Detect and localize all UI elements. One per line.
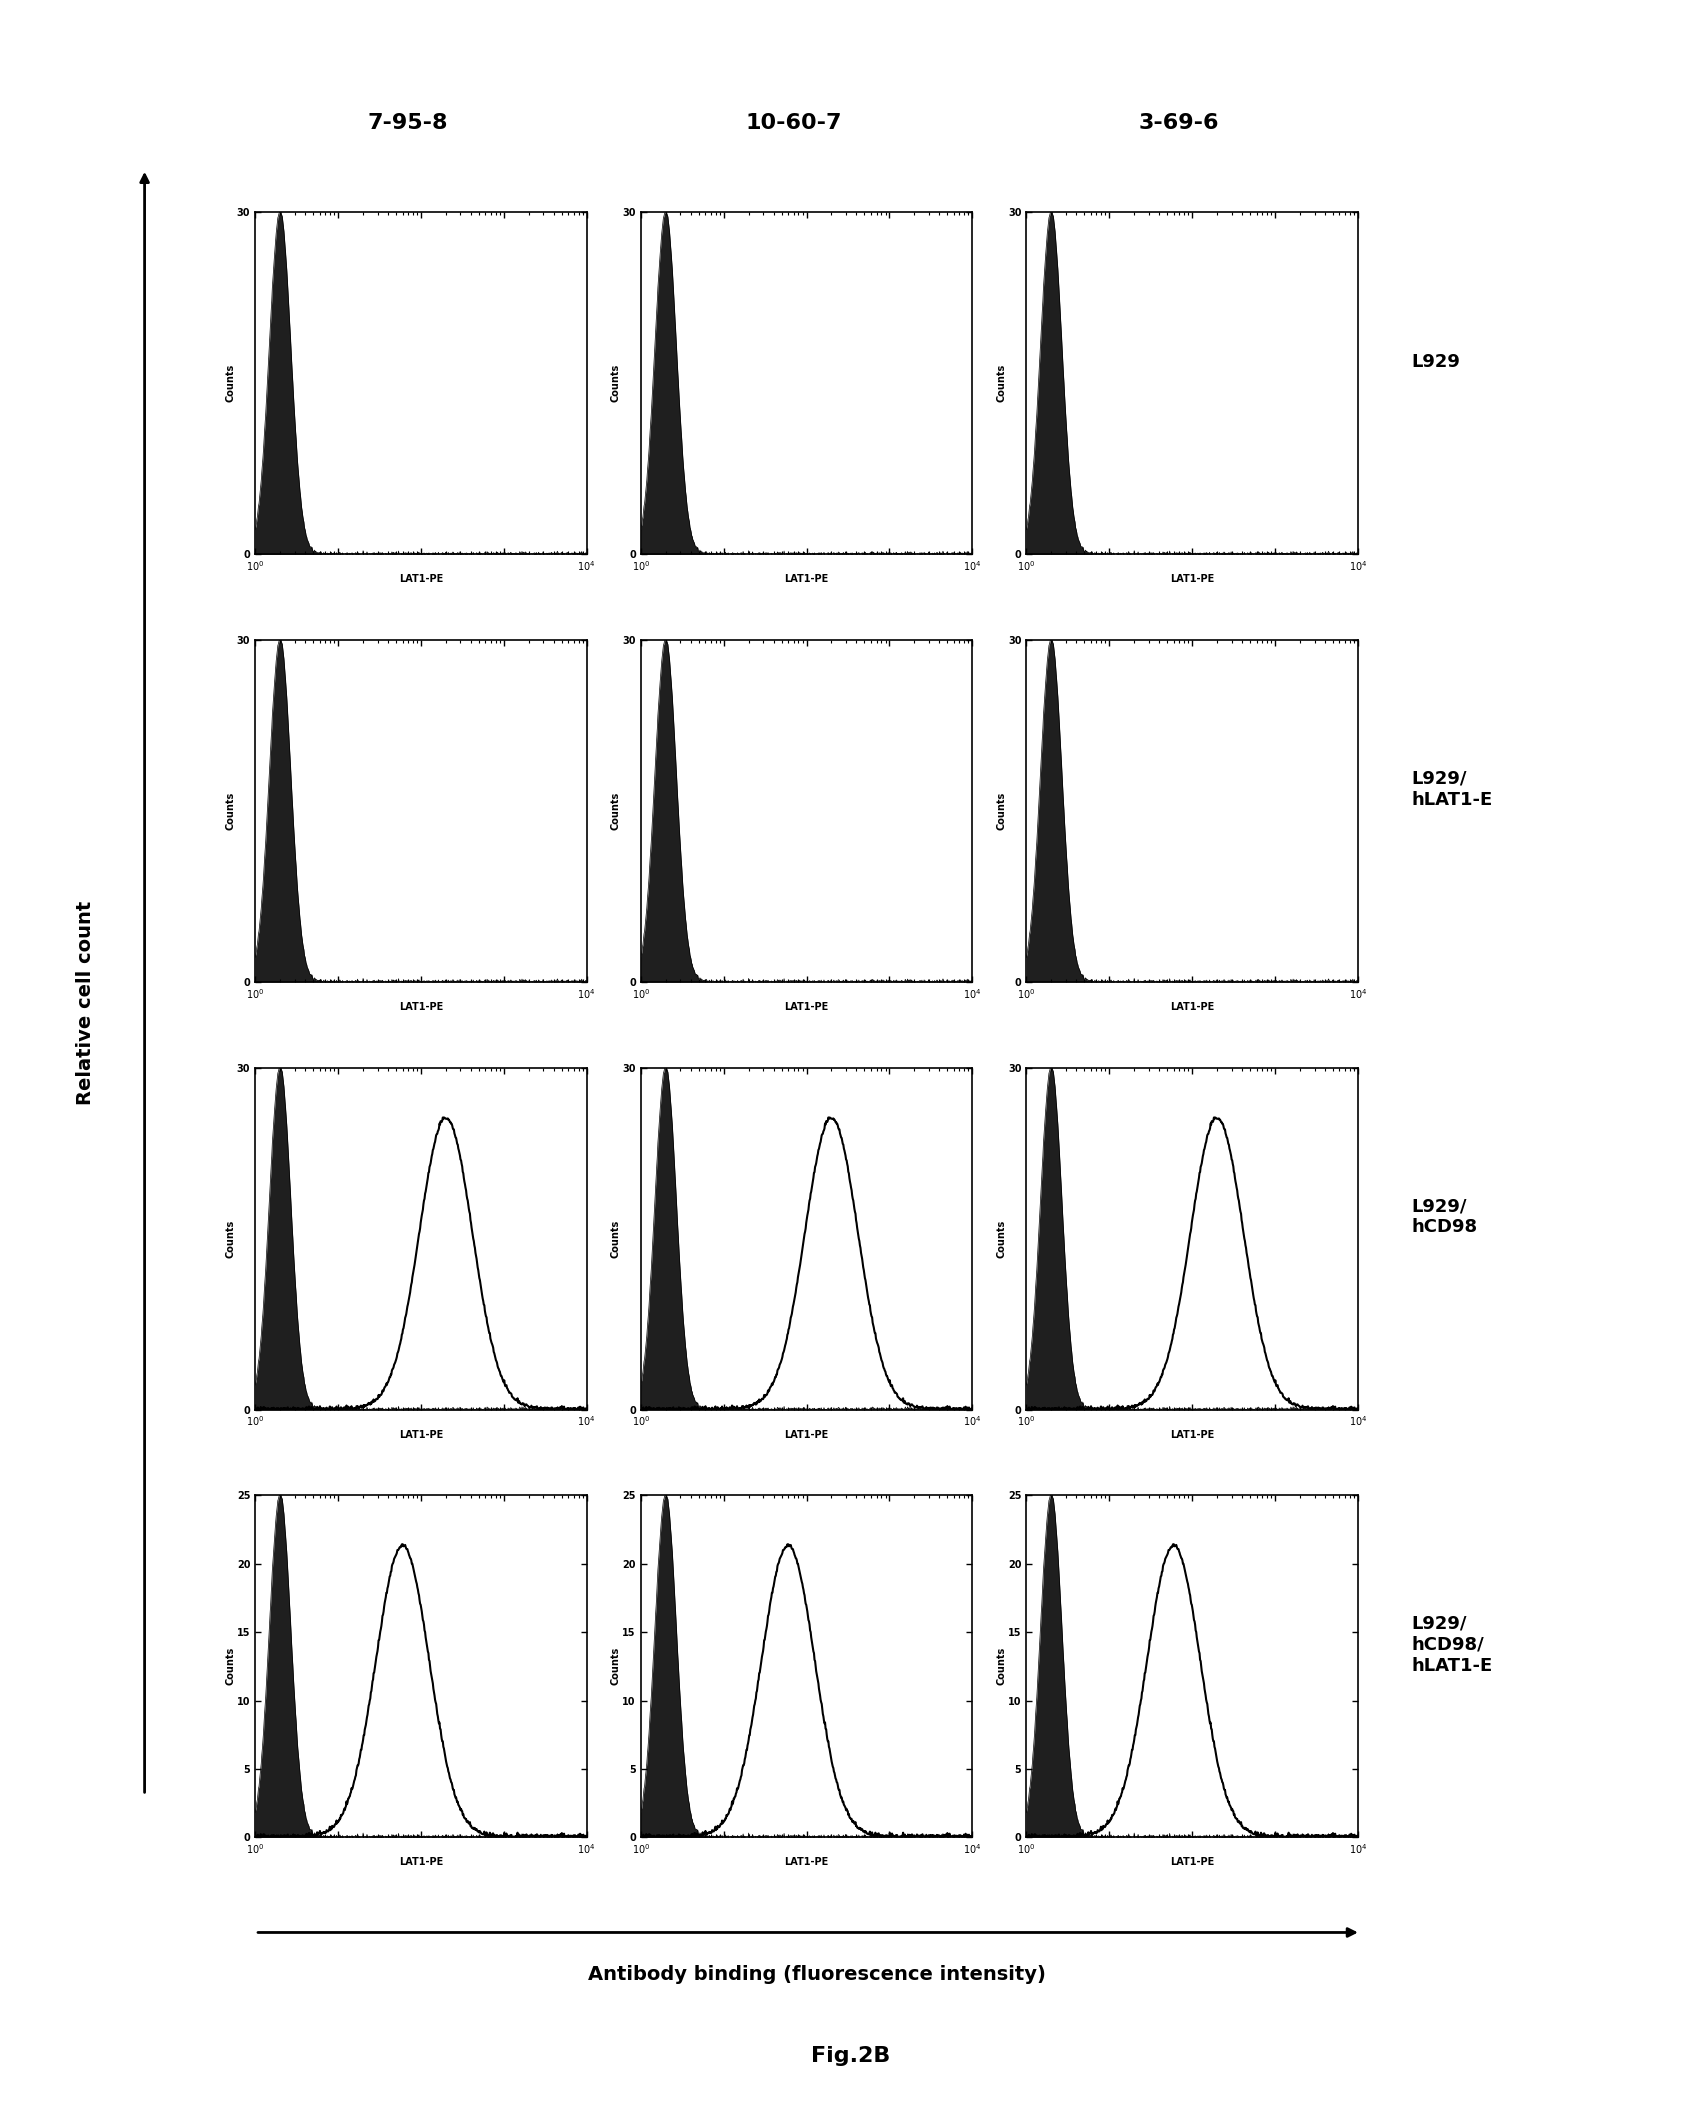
Text: 10-60-7: 10-60-7 — [745, 114, 842, 133]
Y-axis label: Counts: Counts — [997, 1219, 1007, 1259]
X-axis label: LAT1-PE: LAT1-PE — [1170, 1856, 1215, 1867]
Text: L929/
hLAT1-E: L929/ hLAT1-E — [1412, 771, 1493, 809]
Text: L929/
hCD98/
hLAT1-E: L929/ hCD98/ hLAT1-E — [1412, 1616, 1493, 1675]
X-axis label: LAT1-PE: LAT1-PE — [398, 1430, 442, 1440]
Y-axis label: Counts: Counts — [611, 1647, 621, 1685]
X-axis label: LAT1-PE: LAT1-PE — [1170, 574, 1215, 585]
Y-axis label: Counts: Counts — [611, 363, 621, 403]
Text: Antibody binding (fluorescence intensity): Antibody binding (fluorescence intensity… — [587, 1966, 1046, 1983]
Y-axis label: Counts: Counts — [226, 1219, 235, 1259]
Y-axis label: Counts: Counts — [997, 792, 1007, 830]
Text: 3-69-6: 3-69-6 — [1138, 114, 1220, 133]
Y-axis label: Counts: Counts — [226, 792, 235, 830]
X-axis label: LAT1-PE: LAT1-PE — [784, 1856, 828, 1867]
Y-axis label: Counts: Counts — [226, 1647, 235, 1685]
Text: Relative cell count: Relative cell count — [75, 902, 95, 1105]
Y-axis label: Counts: Counts — [226, 363, 235, 403]
X-axis label: LAT1-PE: LAT1-PE — [398, 574, 442, 585]
X-axis label: LAT1-PE: LAT1-PE — [784, 1430, 828, 1440]
Text: L929/
hCD98: L929/ hCD98 — [1412, 1198, 1478, 1236]
Y-axis label: Counts: Counts — [611, 792, 621, 830]
X-axis label: LAT1-PE: LAT1-PE — [398, 1001, 442, 1012]
Text: Fig.2B: Fig.2B — [811, 2047, 890, 2066]
X-axis label: LAT1-PE: LAT1-PE — [784, 574, 828, 585]
Y-axis label: Counts: Counts — [611, 1219, 621, 1259]
X-axis label: LAT1-PE: LAT1-PE — [784, 1001, 828, 1012]
Text: L929: L929 — [1412, 353, 1461, 372]
X-axis label: LAT1-PE: LAT1-PE — [1170, 1430, 1215, 1440]
Y-axis label: Counts: Counts — [997, 363, 1007, 403]
X-axis label: LAT1-PE: LAT1-PE — [1170, 1001, 1215, 1012]
Y-axis label: Counts: Counts — [997, 1647, 1007, 1685]
X-axis label: LAT1-PE: LAT1-PE — [398, 1856, 442, 1867]
Text: 7-95-8: 7-95-8 — [367, 114, 447, 133]
